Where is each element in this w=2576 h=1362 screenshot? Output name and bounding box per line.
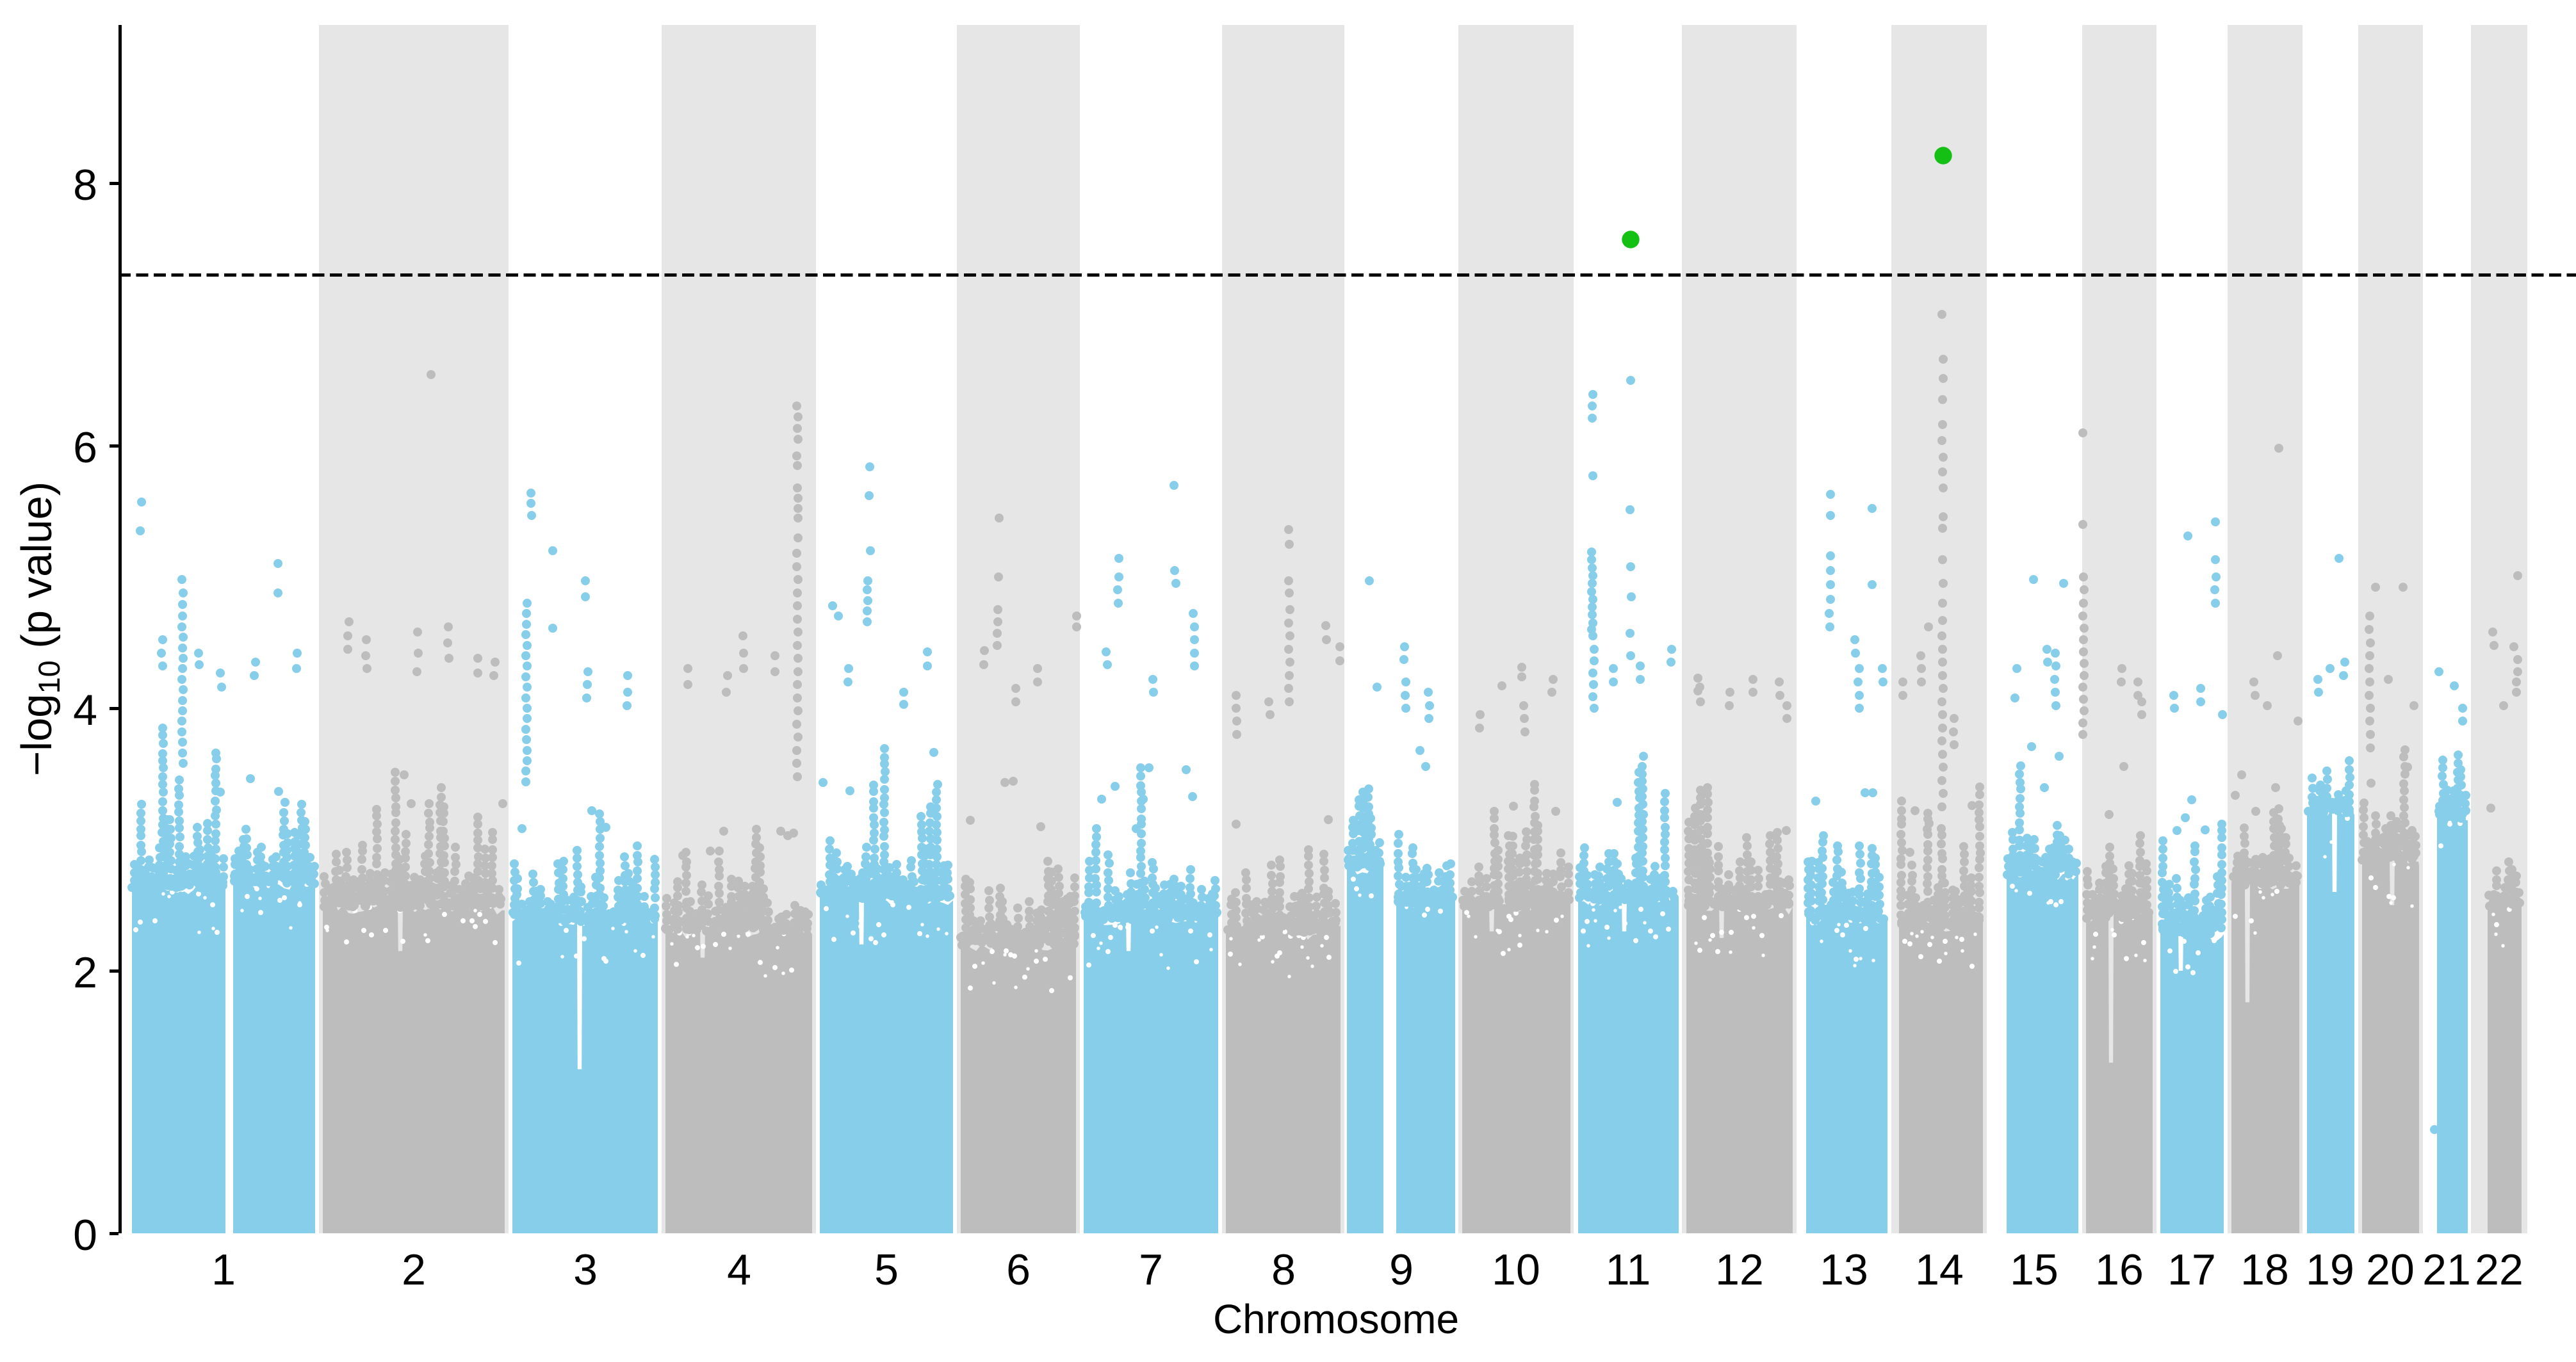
- svg-text:10: 10: [1492, 1245, 1540, 1294]
- svg-text:7: 7: [1139, 1245, 1163, 1294]
- svg-text:14: 14: [1915, 1245, 1964, 1294]
- svg-text:8: 8: [1271, 1245, 1296, 1294]
- svg-text:19: 19: [2306, 1245, 2354, 1294]
- svg-text:6: 6: [73, 423, 97, 472]
- svg-text:4: 4: [727, 1245, 751, 1294]
- svg-text:17: 17: [2167, 1245, 2216, 1294]
- svg-text:1: 1: [211, 1245, 236, 1294]
- svg-text:−log10 (p value): −log10 (p value): [13, 482, 66, 776]
- svg-text:3: 3: [573, 1245, 598, 1294]
- svg-text:2: 2: [73, 948, 97, 997]
- svg-text:22: 22: [2475, 1245, 2523, 1294]
- svg-text:16: 16: [2095, 1245, 2144, 1294]
- svg-text:Chromosome: Chromosome: [1213, 1296, 1459, 1342]
- svg-text:15: 15: [2010, 1245, 2058, 1294]
- svg-text:4: 4: [73, 686, 97, 734]
- svg-text:0: 0: [73, 1211, 97, 1260]
- svg-text:18: 18: [2240, 1245, 2289, 1294]
- svg-text:8: 8: [73, 161, 97, 209]
- svg-text:6: 6: [1006, 1245, 1031, 1294]
- svg-text:21: 21: [2422, 1245, 2471, 1294]
- svg-text:2: 2: [402, 1245, 426, 1294]
- svg-text:5: 5: [874, 1245, 899, 1294]
- svg-text:11: 11: [1606, 1245, 1651, 1294]
- svg-text:12: 12: [1715, 1245, 1764, 1294]
- svg-text:20: 20: [2366, 1245, 2415, 1294]
- svg-text:13: 13: [1820, 1245, 1868, 1294]
- svg-text:9: 9: [1389, 1245, 1414, 1294]
